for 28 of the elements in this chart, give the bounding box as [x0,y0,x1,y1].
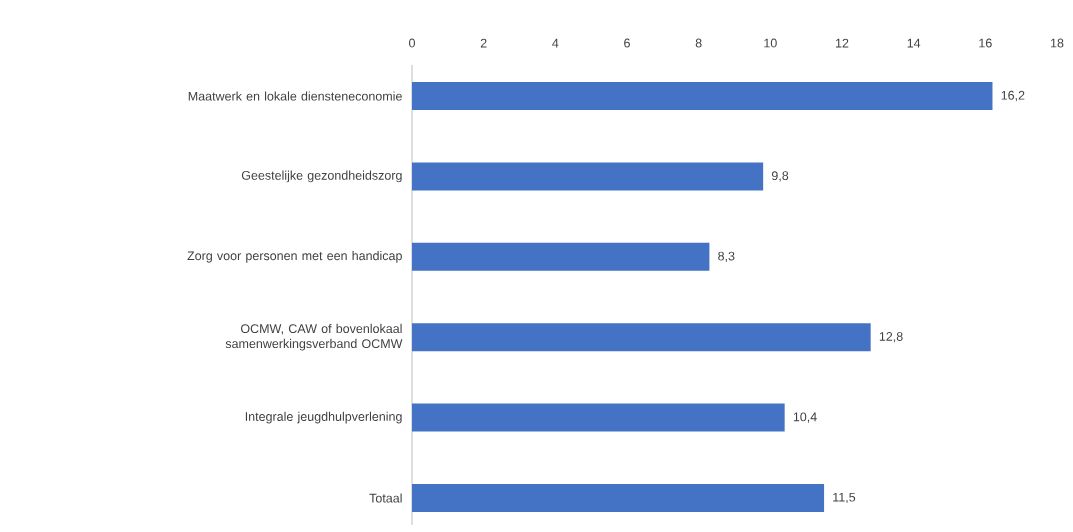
x-tick-label: 2 [480,38,487,48]
y-tick-label: Maatwerk en lokale diensteneconomie [188,91,402,101]
x-tick-label: 6 [624,38,630,48]
x-tick-label: 0 [409,38,415,48]
y-tick-label: Zorg voor personen met een handicap [187,250,402,263]
data-label: 16,2 [1001,90,1025,102]
data-label: 11,5 [833,492,856,504]
bar [412,242,710,271]
y-tick-label: Integrale jeugdhulpverlening [245,411,402,424]
x-tick-label: 14 [907,38,921,48]
data-label: 8,3 [718,251,735,262]
bar [412,483,825,512]
data-label: 9,8 [771,171,789,182]
bar [412,403,785,432]
y-tick-label: Totaal [369,493,402,503]
x-tick-label: 4 [552,38,559,48]
x-tick-label: 18 [1051,38,1064,48]
y-tick-label: OCMW, CAW of bovenlokaal samenwerkingsverband OCMW [225,323,403,351]
bar [412,162,764,191]
x-tick-label: 16 [979,38,992,48]
x-tick-label: 10 [764,38,777,48]
data-label: 10,4 [793,412,817,423]
x-tick-label: 12 [836,38,849,48]
y-tick-label: Geestelijke gezondheidszorg [241,170,402,183]
data-label: 12,8 [879,332,903,343]
bar [412,323,871,352]
bar [412,82,993,111]
x-tick-label: 8 [695,38,702,48]
